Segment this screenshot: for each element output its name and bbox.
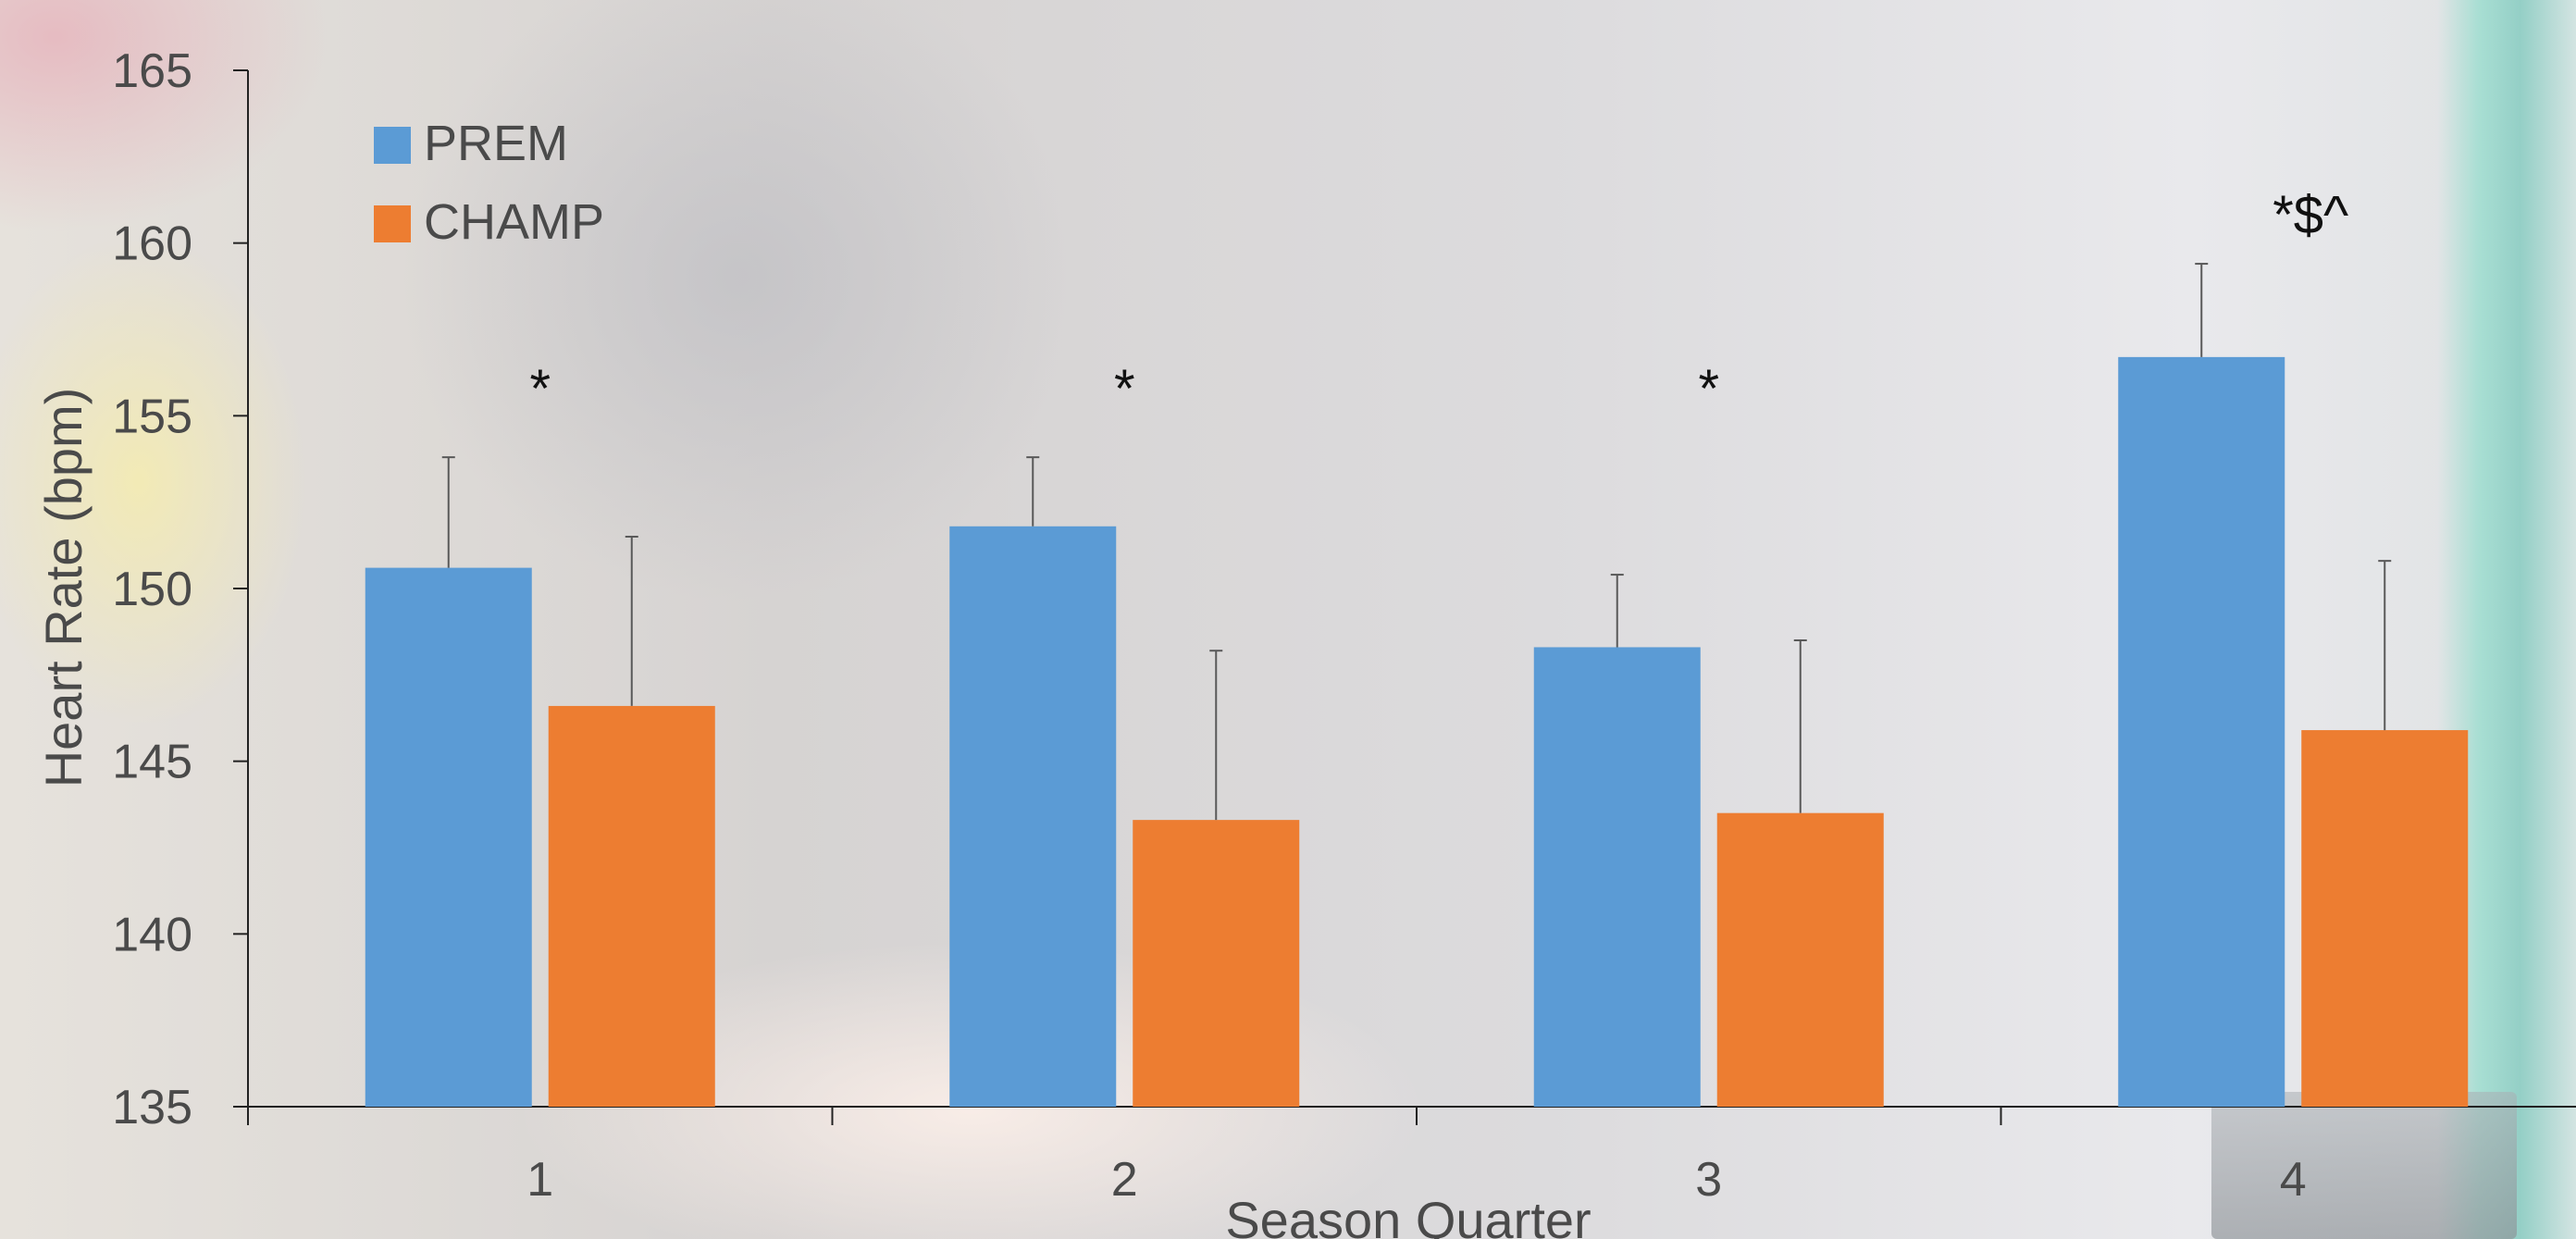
y-axis: 135 140 145 150 155 160 165 bbox=[112, 44, 249, 1134]
legend: PREM CHAMP bbox=[374, 116, 604, 250]
y-tick-label: 135 bbox=[112, 1081, 192, 1134]
y-tick-label: 155 bbox=[112, 390, 192, 443]
legend-swatch-prem bbox=[374, 127, 411, 164]
y-tick-label: 165 bbox=[112, 44, 192, 98]
bar-champ bbox=[2301, 730, 2469, 1107]
bars bbox=[365, 356, 2469, 1107]
x-axis-title: Season Quarter bbox=[1225, 1191, 1591, 1239]
bar-champ bbox=[1133, 820, 1300, 1107]
y-tick-label: 150 bbox=[112, 563, 192, 616]
bar-champ bbox=[548, 705, 715, 1107]
error-bars bbox=[441, 263, 2392, 821]
legend-label-champ: CHAMP bbox=[424, 194, 604, 250]
significance-annotation: *$^ bbox=[2273, 185, 2348, 245]
bar-champ bbox=[1716, 812, 1884, 1107]
y-axis-title: Heart Rate (bpm) bbox=[34, 388, 93, 788]
x-tick-label: 2 bbox=[1111, 1153, 1138, 1207]
x-tick-label: 3 bbox=[1695, 1153, 1722, 1207]
annotations: * * * *$^ bbox=[529, 185, 2348, 419]
y-tick-label: 160 bbox=[112, 217, 192, 271]
significance-annotation: * bbox=[529, 359, 551, 419]
y-tick-label: 140 bbox=[112, 908, 192, 961]
bar-prem bbox=[2118, 356, 2285, 1107]
significance-annotation: * bbox=[1114, 359, 1135, 419]
bar-prem bbox=[365, 567, 532, 1107]
bar-prem bbox=[1533, 647, 1701, 1107]
bar-prem bbox=[949, 526, 1117, 1107]
x-tick-label: 1 bbox=[526, 1153, 553, 1207]
y-tick-label: 145 bbox=[112, 736, 192, 789]
legend-swatch-champ bbox=[374, 205, 411, 242]
background-box bbox=[2211, 1092, 2517, 1239]
significance-annotation: * bbox=[1698, 359, 1719, 419]
legend-label-prem: PREM bbox=[424, 116, 568, 171]
x-tick-label: 4 bbox=[2280, 1153, 2307, 1207]
